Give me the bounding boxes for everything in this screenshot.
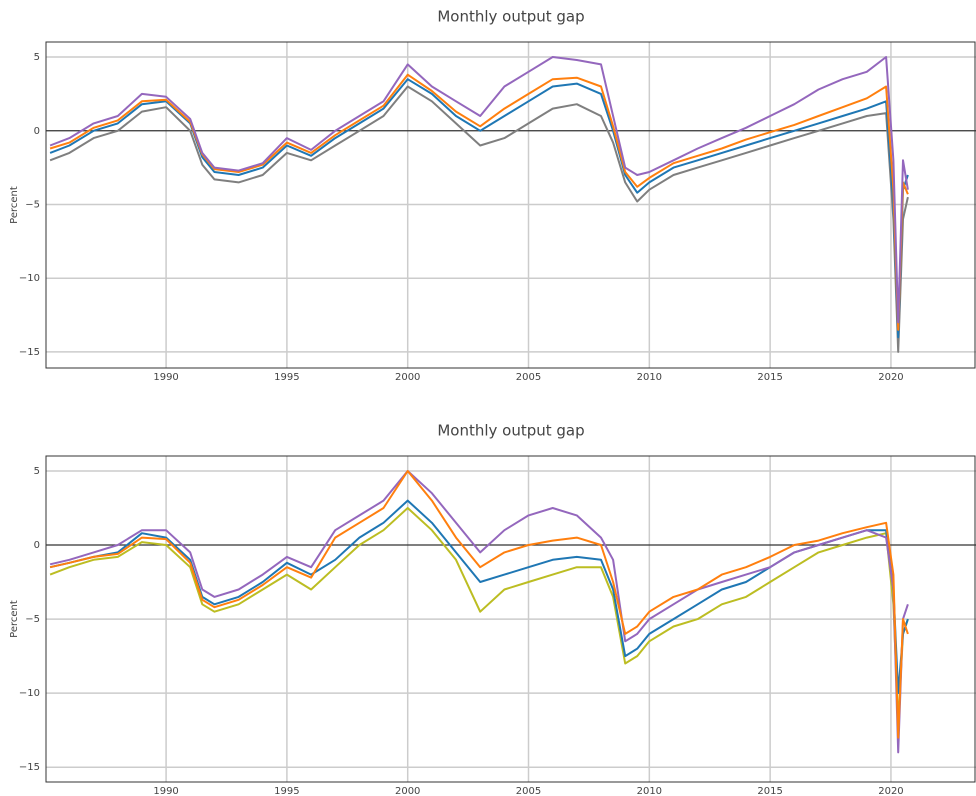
y-tick-label: −10 xyxy=(19,688,40,699)
series-line xyxy=(49,470,909,739)
plot-border xyxy=(45,455,976,783)
series-line xyxy=(49,56,909,324)
series-line xyxy=(49,507,909,724)
x-tick-label: 2020 xyxy=(878,786,903,796)
x-tick-label: 2000 xyxy=(395,786,420,796)
x-tick-label: 2010 xyxy=(637,786,662,796)
y-axis-label: Percent xyxy=(9,186,20,224)
y-tick-label: −10 xyxy=(19,273,40,284)
x-tick-label: 2010 xyxy=(637,372,662,383)
x-tick-label: 2015 xyxy=(757,786,782,796)
chart-title: Monthly output gap xyxy=(437,422,584,440)
y-tick-label: 5 xyxy=(34,466,40,477)
x-tick-label: 2020 xyxy=(878,372,903,383)
series-line xyxy=(49,470,909,754)
series-line xyxy=(49,78,909,339)
y-tick-label: 0 xyxy=(34,540,40,551)
y-tick-label: −5 xyxy=(25,199,40,210)
y-tick-label: 5 xyxy=(34,52,40,63)
y-tick-label: −15 xyxy=(19,347,40,358)
y-tick-label: −5 xyxy=(25,614,40,625)
x-tick-label: 1990 xyxy=(153,786,178,796)
x-tick-label: 2005 xyxy=(516,372,541,383)
x-tick-label: 2015 xyxy=(757,372,782,383)
series-line xyxy=(49,499,909,695)
plot-border xyxy=(45,41,976,369)
x-tick-label: 2005 xyxy=(516,786,541,796)
series-line xyxy=(49,85,909,353)
x-tick-label: 2000 xyxy=(395,372,420,383)
chart-title: Monthly output gap xyxy=(437,8,584,26)
y-tick-label: 0 xyxy=(34,126,40,137)
y-tick-label: −15 xyxy=(19,762,40,773)
y-axis-label: Percent xyxy=(9,600,20,638)
x-tick-label: 1990 xyxy=(153,372,178,383)
x-tick-label: 1995 xyxy=(274,372,299,383)
x-tick-label: 1995 xyxy=(274,786,299,796)
